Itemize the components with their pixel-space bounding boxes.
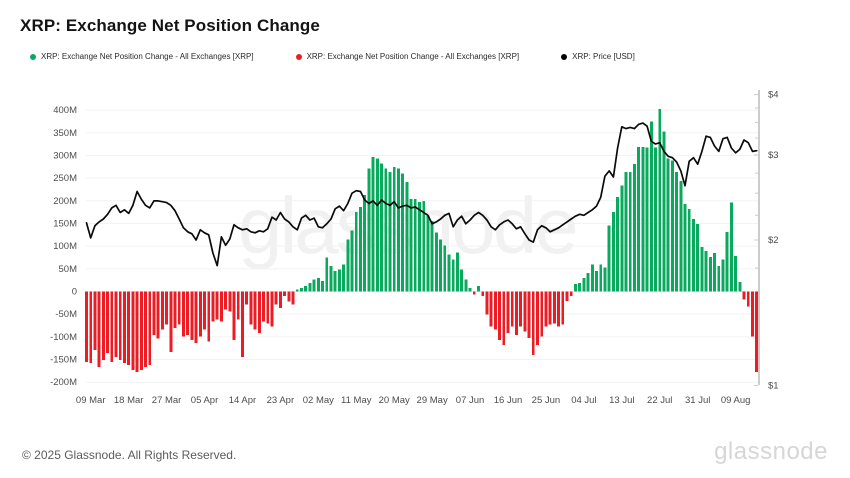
svg-text:-50M: -50M: [55, 309, 77, 320]
svg-text:-200M: -200M: [50, 377, 77, 388]
svg-text:09 Aug: 09 Aug: [721, 395, 751, 406]
legend-item-price[interactable]: XRP: Price [USD]: [561, 52, 635, 61]
svg-text:04 Jul: 04 Jul: [571, 395, 596, 406]
svg-text:29 May: 29 May: [417, 395, 448, 406]
svg-text:25 Jun: 25 Jun: [532, 395, 561, 406]
svg-text:07 Jun: 07 Jun: [456, 395, 485, 406]
x-axis-labels: 09 Mar 18 Mar 27 Mar 05 Apr 14 Apr 23 Apr 02 M…: [76, 395, 750, 406]
svg-text:16 Jun: 16 Jun: [494, 395, 523, 406]
svg-text:250M: 250M: [53, 173, 77, 184]
gridlines: [86, 109, 758, 383]
svg-text:$4: $4: [768, 90, 779, 101]
svg-text:20 May: 20 May: [379, 395, 410, 406]
red-dot-icon: [295, 53, 302, 60]
svg-text:300M: 300M: [53, 150, 77, 161]
svg-text:27 Mar: 27 Mar: [152, 395, 182, 406]
svg-text:150M: 150M: [53, 218, 77, 229]
svg-text:-150M: -150M: [50, 355, 77, 366]
svg-text:22 Jul: 22 Jul: [647, 395, 672, 406]
svg-text:13 Jul: 13 Jul: [609, 395, 634, 406]
svg-text:200M: 200M: [53, 196, 77, 207]
svg-text:02 May: 02 May: [303, 395, 334, 406]
svg-text:0: 0: [72, 287, 77, 298]
legend-item-net-position-positive[interactable]: XRP: Exchange Net Position Change - All …: [30, 52, 254, 61]
svg-text:09 Mar: 09 Mar: [76, 395, 106, 406]
black-dot-icon: [561, 53, 568, 60]
legend-item-label: XRP: Price [USD]: [572, 52, 635, 61]
svg-text:350M: 350M: [53, 128, 77, 139]
svg-text:$2: $2: [768, 235, 779, 246]
svg-text:-100M: -100M: [50, 332, 77, 343]
legend-item-net-position-negative[interactable]: XRP: Exchange Net Position Change - All …: [295, 52, 520, 61]
legend-item-label: XRP: Exchange Net Position Change - All …: [306, 52, 520, 61]
page-title: XRP: Exchange Net Position Change: [20, 16, 320, 35]
svg-text:05 Apr: 05 Apr: [191, 395, 218, 406]
svg-text:400M: 400M: [53, 105, 77, 116]
svg-text:14 Apr: 14 Apr: [229, 395, 256, 406]
net-position-bars: [85, 109, 759, 372]
svg-text:11 May: 11 May: [341, 395, 372, 406]
chart-legend: XRP: Exchange Net Position Change - All …: [30, 52, 635, 61]
copyright-text: © 2025 Glassnode. All Rights Reserved.: [22, 448, 237, 462]
svg-text:$3: $3: [768, 150, 779, 161]
glassnode-logo: glassnode: [714, 438, 828, 465]
svg-text:23 Apr: 23 Apr: [267, 395, 294, 406]
svg-text:$1: $1: [768, 381, 779, 392]
svg-text:50M: 50M: [59, 264, 78, 275]
svg-text:100M: 100M: [53, 241, 77, 252]
price-line: [85, 122, 758, 267]
svg-text:18 Mar: 18 Mar: [114, 395, 144, 406]
svg-text:31 Jul: 31 Jul: [685, 395, 710, 406]
legend-item-label: XRP: Exchange Net Position Change - All …: [41, 52, 254, 61]
green-dot-icon: [30, 53, 36, 60]
left-axis-labels: 400M 350M 300M 250M 200M 150M 100M 50M 0 -50M -100…: [50, 105, 77, 388]
